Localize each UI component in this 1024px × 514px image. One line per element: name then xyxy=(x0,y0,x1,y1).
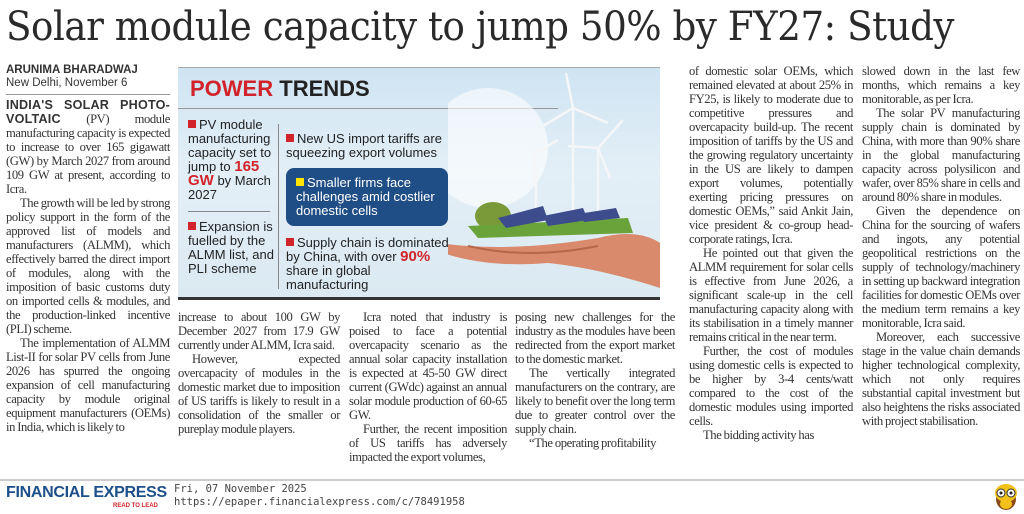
paragraph: increase to about 100 GW by December 202… xyxy=(178,310,340,352)
infographic-title-dark: TRENDS xyxy=(279,76,370,101)
infographic-title-red: POWER xyxy=(190,76,274,101)
lead-in: INDIA'S SOLAR PHOTO-VOLTAIC xyxy=(6,98,170,126)
financial-express-logo: FINANCIAL EXPRESS xyxy=(6,484,167,501)
paragraph: of domestic solar OEMs, which remained e… xyxy=(689,64,853,246)
paragraph: Given the dependence on China for the so… xyxy=(862,204,1020,330)
paragraph: Moreover, each successive stage in the v… xyxy=(862,330,1020,428)
column-6: slowed down in the last few months, whic… xyxy=(862,64,1020,428)
bullet-supply-chain: Supply chain is dominated by China, with… xyxy=(286,235,449,292)
power-trends-infographic: POWER TRENDS PV module manufacturing cap… xyxy=(178,67,660,300)
paragraph: The vertically integrated manufacturers … xyxy=(515,366,675,436)
hand-solar-windmill-illustration xyxy=(448,72,660,288)
column-1: INDIA'S SOLAR PHOTO-VOLTAIC (PV) module … xyxy=(6,98,170,434)
paragraph: Icra noted that industry is poised to fa… xyxy=(349,310,507,422)
paragraph: The implementation of ALMM List-II for s… xyxy=(6,336,170,434)
byline: ARUNIMA BHARADWAJ New Delhi, November 6 xyxy=(6,64,170,95)
column-4: posing new challenges for the industry a… xyxy=(515,310,675,450)
paragraph: The growth will be led by strong policy … xyxy=(6,196,170,336)
column-2: increase to about 100 GW by December 202… xyxy=(178,310,340,436)
bullet-expansion: Expansion is fuelled by the ALMM list, a… xyxy=(188,219,274,276)
column-3: Icra noted that industry is poised to fa… xyxy=(349,310,507,464)
footer-divider xyxy=(0,479,1024,481)
publication-date: Fri, 07 November 2025 xyxy=(174,483,307,495)
owl-icon xyxy=(995,484,1017,510)
paragraph: The solar PV manufacturing supply chain … xyxy=(862,106,1020,204)
paragraph: slowed down in the last few months, whic… xyxy=(862,64,1020,106)
paragraph: posing new challenges for the industry a… xyxy=(515,310,675,366)
infographic-title: POWER TRENDS xyxy=(190,76,370,102)
paragraph: However, expected overcapacity of module… xyxy=(178,352,340,436)
paragraph: Further, the recent imposition of US tar… xyxy=(349,422,507,464)
bullet-tariffs: New US import tariffs are squeezing expo… xyxy=(286,131,442,160)
paragraph: The bidding activity has xyxy=(703,428,814,442)
headline: Solar module capacity to jump 50% by FY2… xyxy=(6,4,954,50)
epaper-url[interactable]: https://epaper.financialexpress.com/c/78… xyxy=(174,496,465,508)
dateline: New Delhi, November 6 xyxy=(6,77,128,89)
author: ARUNIMA BHARADWAJ xyxy=(6,64,138,76)
paragraph: “The operating profitability xyxy=(529,436,656,450)
highlight-box: Smaller firms face challenges amid costl… xyxy=(286,168,448,226)
publication-meta: Fri, 07 November 2025 https://epaper.fin… xyxy=(174,483,465,509)
paragraph: Further, the cost of modules using domes… xyxy=(689,344,853,428)
bullet-capacity: PV module manufacturing capacity set to … xyxy=(188,117,272,202)
logo-tagline: READ TO LEAD xyxy=(113,503,158,509)
paragraph: (PV) module manufacturing capacity is ex… xyxy=(6,112,170,196)
paragraph: He pointed out that given the ALMM requi… xyxy=(689,246,853,344)
column-5: of domestic solar OEMs, which remained e… xyxy=(689,64,853,442)
